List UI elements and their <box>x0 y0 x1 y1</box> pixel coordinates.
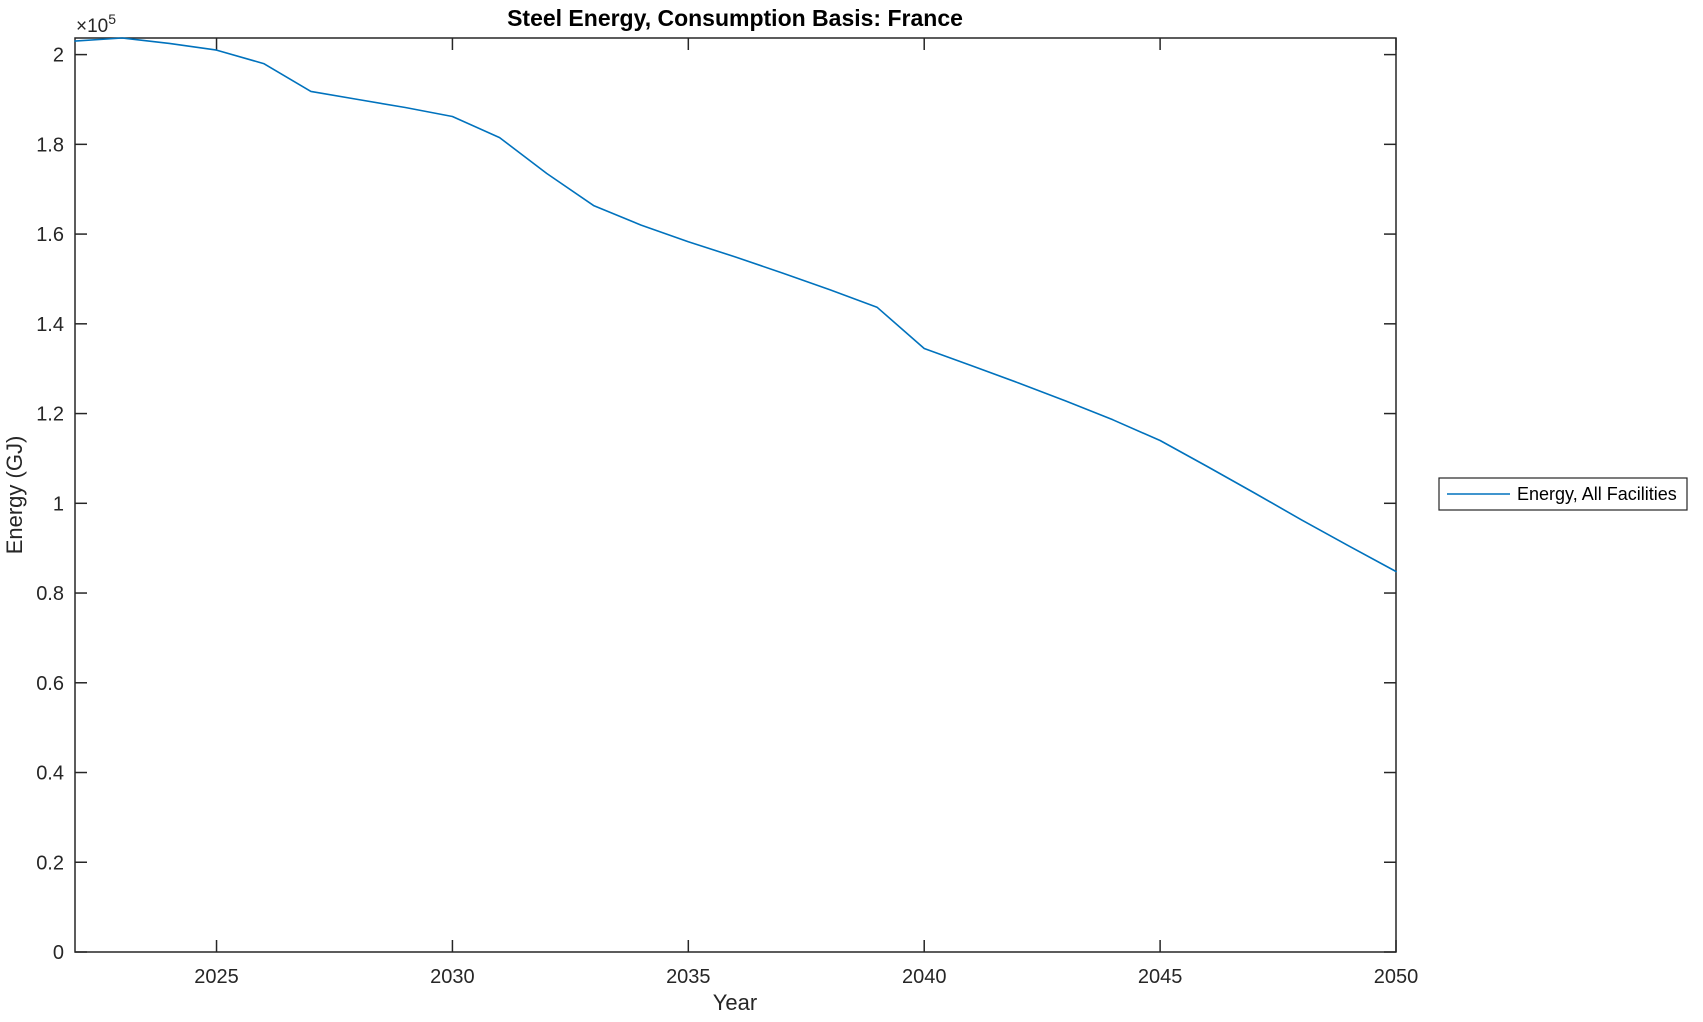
y-tick-label: 1.4 <box>36 314 64 336</box>
x-tick-label: 2040 <box>902 966 947 988</box>
y-tick-label: 0.4 <box>36 763 64 785</box>
y-tick-label: 1.6 <box>36 224 64 246</box>
y-tick-label: 0.6 <box>36 673 64 695</box>
data-series <box>74 37 1397 573</box>
x-tick-label: 2045 <box>1138 966 1183 988</box>
x-tick-label: 2035 <box>666 966 711 988</box>
axis-ticks <box>75 38 1397 953</box>
y-axis-multiplier-exponent: 5 <box>108 11 116 27</box>
y-tick-labels: 0 0.2 0.4 0.6 0.8 1 1.2 1.4 1.6 1.8 2 <box>36 45 64 964</box>
y-tick-label: 1 <box>53 493 64 515</box>
chart-title: Steel Energy, Consumption Basis: France <box>507 5 963 31</box>
series-line <box>74 37 1397 573</box>
y-tick-label: 0.2 <box>36 852 64 874</box>
x-tick-label: 2050 <box>1374 966 1419 988</box>
x-tick-label: 2030 <box>430 966 475 988</box>
y-tick-label: 1.8 <box>36 134 64 156</box>
legend-label: Energy, All Facilities <box>1517 484 1677 504</box>
plot-area <box>74 37 1397 953</box>
y-axis-multiplier: ×105 <box>76 11 116 37</box>
legend: Energy, All Facilities <box>1438 477 1688 511</box>
y-tick-label: 1.2 <box>36 404 64 426</box>
x-tick-label: 2025 <box>194 966 239 988</box>
x-axis-label: Year <box>713 990 757 1015</box>
y-tick-label: 0.8 <box>36 583 64 605</box>
y-tick-label: 0 <box>53 942 64 964</box>
x-tick-labels: 2025 2030 2035 2040 2045 2050 <box>194 966 1418 988</box>
y-axis-label: Energy (GJ) <box>2 436 27 555</box>
y-axis-multiplier-base: ×10 <box>76 16 108 37</box>
y-tick-label: 2 <box>53 45 64 67</box>
